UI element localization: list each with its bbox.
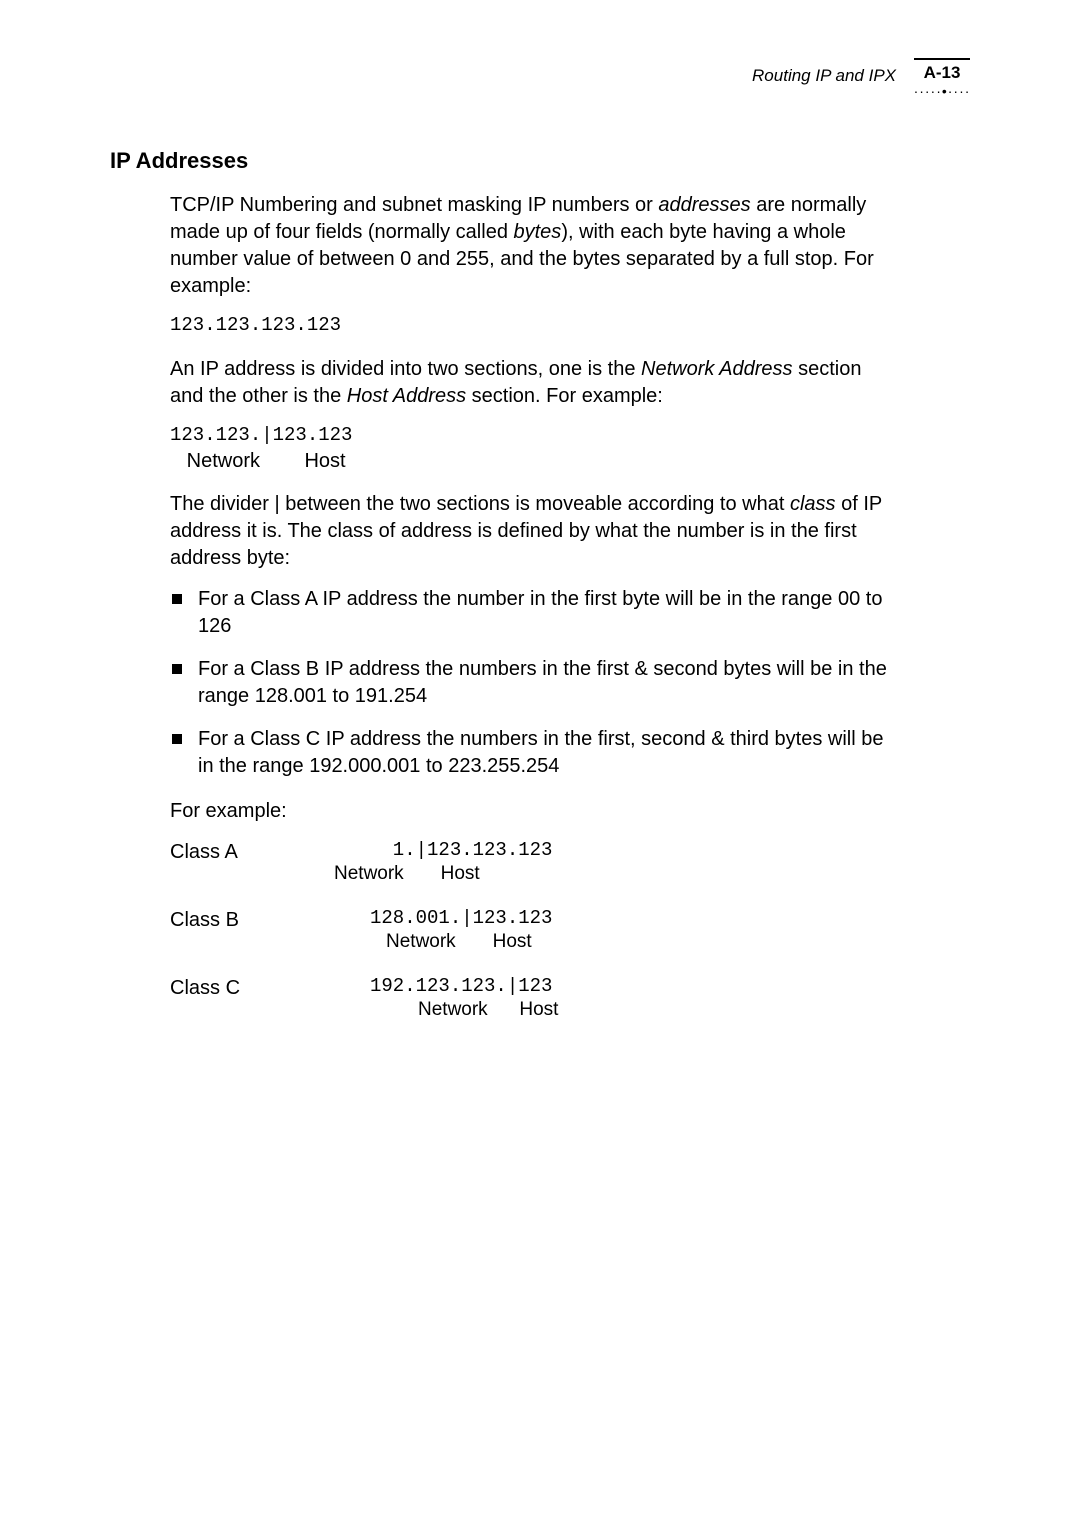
- p2-text-c: section. For example:: [466, 385, 663, 407]
- example-row-c: Class C 192.123.123.|123 Network Host: [170, 975, 890, 1021]
- content-column: IP Addresses TCP/IP Numbering and subnet…: [170, 148, 890, 1021]
- code-block-2: 123.123.|123.123: [170, 424, 890, 448]
- example-intro: For example:: [170, 798, 890, 825]
- p2-em-2: Host Address: [347, 385, 466, 407]
- example-label: Class B: [170, 907, 330, 932]
- example-right: 192.123.123.|123 Network Host: [330, 975, 558, 1021]
- example-code: 1.|123.123.123: [370, 839, 552, 861]
- example-right: 128.001.|123.123 Network Host: [330, 907, 552, 953]
- p1-em-2: bytes: [514, 221, 562, 243]
- paragraph-2: An IP address is divided into two sectio…: [170, 356, 890, 410]
- running-header-title: Routing IP and IPX: [752, 58, 896, 86]
- bullet-item: For a Class A IP address the number in t…: [170, 586, 890, 640]
- bullet-item: For a Class C IP address the numbers in …: [170, 726, 890, 780]
- page-number: A-13: [924, 63, 961, 83]
- p3-text-a: The divider | between the two sections i…: [170, 493, 790, 515]
- running-header: Routing IP and IPX A-13 ·····•····: [752, 58, 970, 97]
- example-code: 192.123.123.|123: [370, 975, 558, 997]
- example-label: Class C: [170, 975, 330, 1000]
- section-heading: IP Addresses: [110, 148, 890, 174]
- p3-em: class: [790, 493, 836, 515]
- p1-text-a: TCP/IP Numbering and subnet masking IP n…: [170, 194, 658, 216]
- paragraph-1: TCP/IP Numbering and subnet masking IP n…: [170, 192, 890, 300]
- example-right: 1.|123.123.123 Network Host: [330, 839, 552, 885]
- p2-text-a: An IP address is divided into two sectio…: [170, 358, 641, 380]
- page: Routing IP and IPX A-13 ·····•···· IP Ad…: [0, 0, 1080, 1528]
- bullet-list: For a Class A IP address the number in t…: [170, 586, 890, 780]
- p2-em-1: Network Address: [641, 358, 793, 380]
- page-number-box: A-13 ·····•····: [914, 58, 970, 97]
- page-number-rule: [914, 58, 970, 60]
- paragraph-3: The divider | between the two sections i…: [170, 491, 890, 572]
- example-code: 128.001.|123.123: [370, 907, 552, 929]
- example-label: Class A: [170, 839, 330, 864]
- example-sublabels: Network Host: [386, 931, 552, 953]
- example-sublabels: Network Host: [334, 863, 552, 885]
- p1-em-1: addresses: [658, 194, 750, 216]
- code-block-2-labels: Network Host: [170, 450, 890, 473]
- example-block: Class A 1.|123.123.123 Network Host Clas…: [170, 839, 890, 1021]
- example-row-b: Class B 128.001.|123.123 Network Host: [170, 907, 890, 953]
- example-sublabels: Network Host: [418, 999, 558, 1021]
- code-block-1: 123.123.123.123: [170, 314, 890, 338]
- example-row-a: Class A 1.|123.123.123 Network Host: [170, 839, 890, 885]
- page-number-dots: ·····•····: [914, 85, 971, 97]
- bullet-item: For a Class B IP address the numbers in …: [170, 656, 890, 710]
